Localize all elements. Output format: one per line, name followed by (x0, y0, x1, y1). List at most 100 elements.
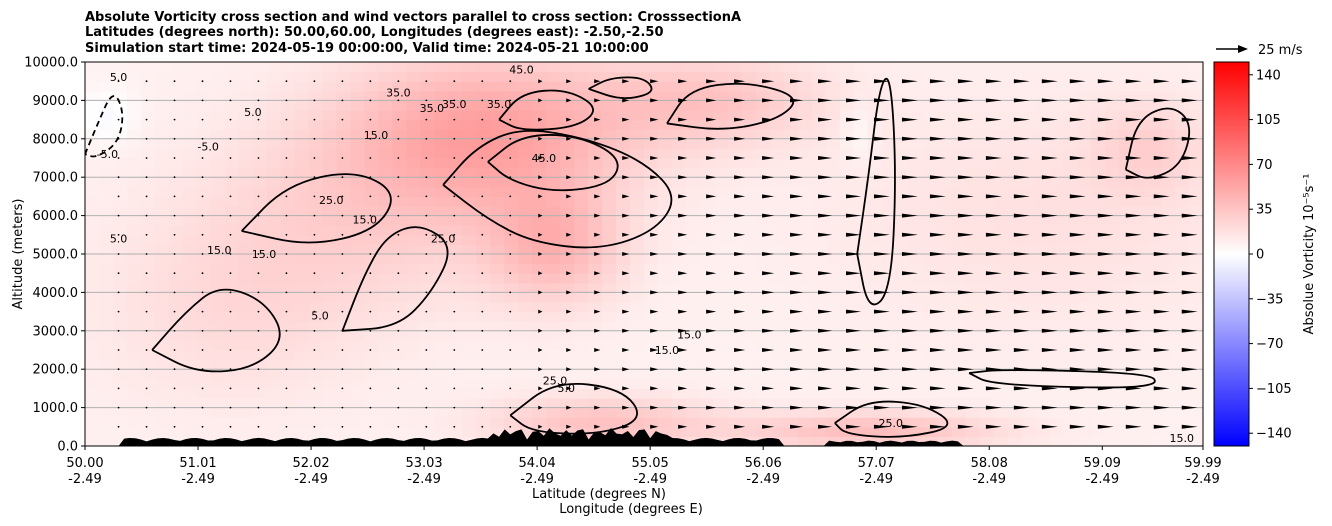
vorticity-cell (336, 407, 352, 418)
vorticity-cell (1147, 378, 1162, 389)
wind-vector (957, 194, 974, 199)
vorticity-cell (1021, 158, 1036, 169)
contour-label: 15.0 (353, 213, 378, 226)
wind-vector (285, 310, 288, 313)
vorticity-cell (1161, 148, 1176, 159)
vorticity-cell (434, 206, 449, 217)
vorticity-cell (364, 340, 380, 351)
vorticity-cell (532, 186, 547, 197)
vorticity-cell (238, 378, 254, 389)
vorticity-cell (490, 398, 505, 409)
vorticity-cell (364, 158, 380, 169)
vorticity-cell (881, 138, 897, 149)
vorticity-cell (741, 292, 757, 303)
vorticity-cell (671, 110, 687, 121)
wind-vector (453, 368, 456, 371)
vorticity-cell (126, 426, 142, 437)
vorticity-cell (755, 340, 771, 351)
wind-vector (1097, 213, 1114, 218)
vorticity-cell (294, 62, 310, 73)
wind-vector (790, 194, 804, 199)
vorticity-cell (951, 81, 967, 92)
wind-vector (117, 118, 120, 121)
vorticity-cell (112, 119, 128, 130)
vorticity-cell (1189, 100, 1203, 111)
vorticity-cell (112, 81, 128, 92)
vorticity-cell (951, 71, 967, 82)
vorticity-cell (1161, 186, 1176, 197)
vorticity-cell (657, 148, 673, 159)
vorticity-cell (825, 302, 841, 313)
vorticity-cell (462, 369, 477, 380)
contour-label: 45.0 (509, 64, 534, 77)
vorticity-cell (518, 369, 533, 380)
vorticity-cell (168, 302, 184, 313)
vorticity-cell (322, 119, 338, 130)
vorticity-cell (1077, 311, 1092, 322)
vorticity-cell (364, 225, 380, 236)
vorticity-cell (951, 398, 967, 409)
vorticity-cell (1063, 436, 1078, 446)
vorticity-cell (909, 254, 925, 265)
vorticity-cell (727, 359, 743, 370)
vorticity-cell (811, 378, 827, 389)
vorticity-cell (280, 71, 296, 82)
x-axis-label-longitude: Longitude (degrees E) (559, 502, 703, 517)
vorticity-cell (112, 311, 128, 322)
vorticity-cell (252, 378, 268, 389)
wind-vector (481, 118, 484, 121)
vorticity-cell (406, 177, 421, 188)
vorticity-cell (574, 100, 589, 111)
vorticity-cell (965, 71, 980, 82)
vorticity-cell (741, 110, 757, 121)
vorticity-cell (462, 119, 477, 130)
wind-vector (622, 271, 630, 276)
vorticity-cell (434, 62, 449, 73)
wind-vector (285, 176, 288, 179)
vorticity-cell (224, 388, 240, 399)
vorticity-cell (895, 206, 911, 217)
vorticity-cell (895, 167, 911, 178)
wind-vector (201, 387, 204, 390)
vorticity-cell (266, 167, 282, 178)
wind-vector (538, 290, 543, 295)
vorticity-cell (560, 177, 575, 188)
vorticity-cell (616, 119, 631, 130)
vorticity-cell (909, 350, 925, 361)
vorticity-cell (630, 167, 645, 178)
vorticity-cell (364, 110, 380, 121)
vorticity-cell (98, 167, 114, 178)
vorticity-cell (713, 273, 729, 284)
y-tick-label: 8000.0 (33, 132, 79, 147)
wind-vector (341, 291, 344, 294)
vorticity-cell (574, 359, 589, 370)
vorticity-cell (1161, 167, 1176, 178)
vorticity-cell (518, 263, 533, 274)
vorticity-cell (126, 263, 142, 274)
vorticity-cell (448, 177, 463, 188)
vorticity-cell (294, 119, 310, 130)
vorticity-cell (476, 167, 491, 178)
vorticity-cell (811, 273, 827, 284)
vorticity-cell (1077, 273, 1092, 284)
vorticity-cell (462, 177, 477, 188)
vorticity-cell (574, 263, 589, 274)
vorticity-cell (504, 378, 519, 389)
vorticity-cell (1077, 263, 1092, 274)
vorticity-cell (1007, 369, 1022, 380)
vorticity-cell (951, 302, 967, 313)
vorticity-cell (574, 110, 589, 121)
vorticity-cell (1077, 206, 1092, 217)
wind-vector (762, 290, 775, 295)
vorticity-cell (1189, 302, 1203, 313)
vorticity-cell (196, 359, 212, 370)
vorticity-cell (825, 350, 841, 361)
vorticity-cell (965, 282, 980, 293)
vorticity-cell (923, 369, 939, 380)
vorticity-cell (644, 330, 659, 341)
vorticity-cell (112, 244, 128, 255)
vorticity-cell (741, 359, 757, 370)
vorticity-cell (378, 388, 394, 399)
vorticity-cell (727, 311, 743, 322)
vorticity-cell (993, 167, 1008, 178)
